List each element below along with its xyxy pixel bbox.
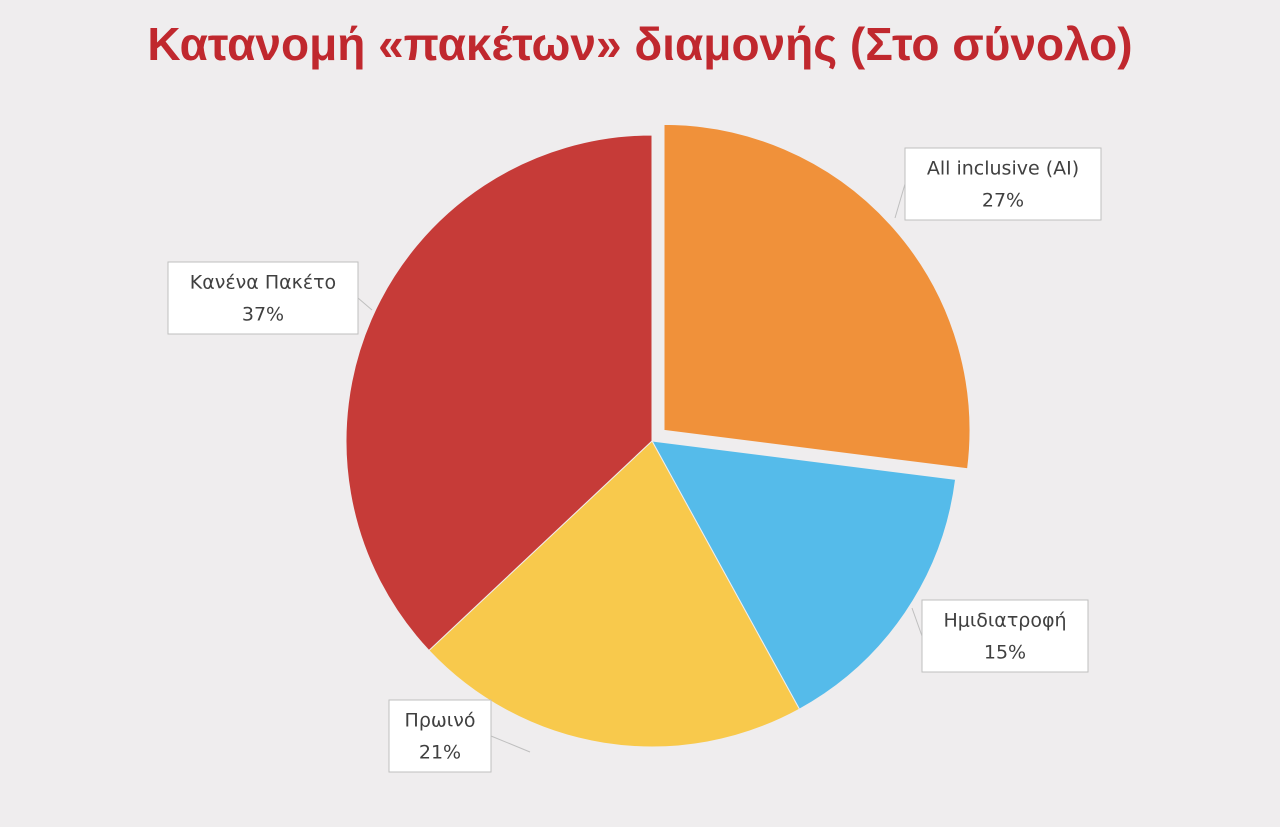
category-label: All inclusive (AI): [927, 158, 1079, 180]
pie-slice: [428, 440, 801, 748]
pie-slice: [345, 134, 653, 652]
leader-line: [357, 297, 373, 311]
value-label: 37%: [242, 304, 284, 326]
leader-line: [490, 735, 531, 753]
value-label: 27%: [982, 190, 1024, 212]
leader-line: [894, 183, 906, 219]
category-label: Κανένα Πακέτο: [190, 272, 336, 294]
label-box: [167, 261, 359, 335]
pie-slice: [663, 123, 971, 470]
value-label: 21%: [419, 742, 461, 764]
value-label: 15%: [984, 642, 1026, 664]
chart-title: Κατανομή «πακέτων» διαμονής (Στο σύνολο): [147, 18, 1132, 70]
category-label: Ημιδιατροφή: [943, 610, 1066, 632]
label-box: [388, 699, 492, 773]
label-box: [904, 147, 1102, 221]
leader-line: [911, 607, 923, 637]
pie-slice: [651, 440, 957, 710]
category-label: Πρωινό: [405, 710, 476, 732]
label-box: [921, 599, 1089, 673]
